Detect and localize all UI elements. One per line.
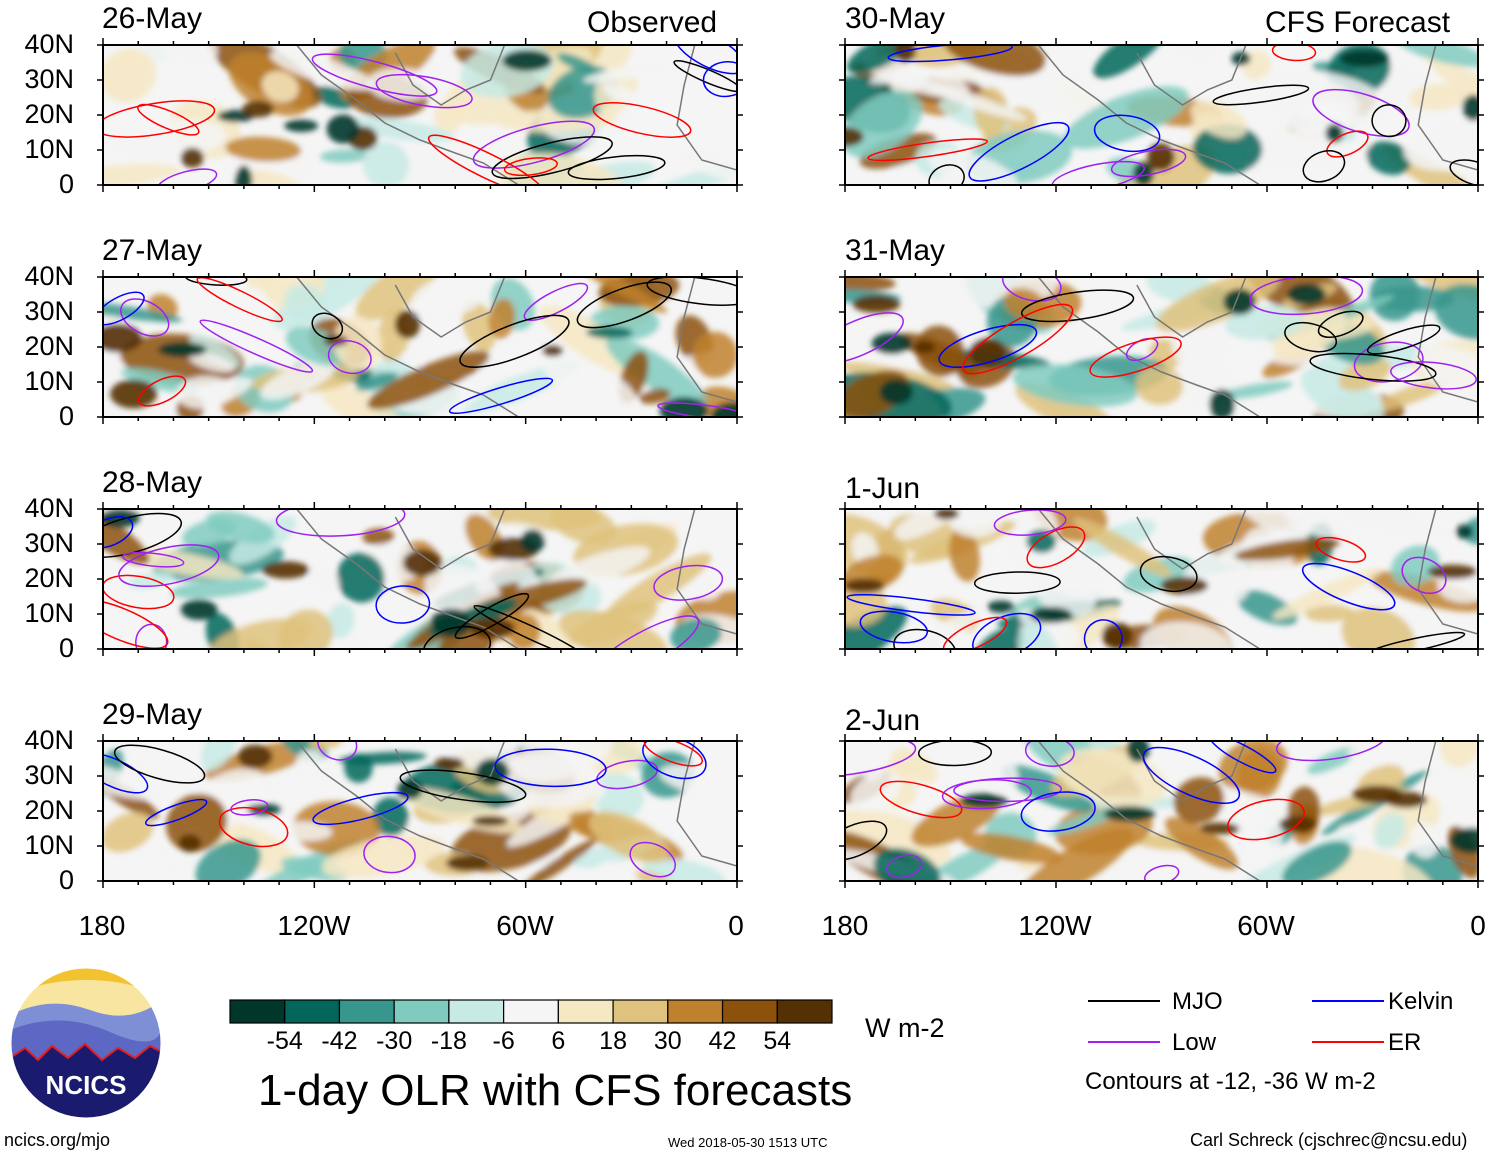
lat-label: 20N [24,331,74,361]
lat-label: 20N [24,563,74,593]
panel-date-31-may: 31-May [845,234,946,267]
map-panel-30-may [839,38,1484,192]
colorbar-swatch [393,999,450,1024]
lat-label: 10N [24,134,74,164]
colorbar-swatch [229,999,286,1024]
lat-label: 40N [24,29,74,59]
legend [1088,1000,1384,1043]
colorbar-swatch [284,999,341,1024]
colorbar-tick-label: -6 [492,1027,515,1055]
colorbar-tick-label: 42 [708,1027,737,1055]
lon-label-0-right: 0 [1470,910,1486,941]
lat-label: 0 [58,169,74,199]
colorbar-swatch [721,999,778,1024]
lat-label: 0 [58,401,74,431]
lon-label-120w-left: 120W [277,910,351,941]
map-panel-31-may [839,270,1484,424]
footer-url[interactable]: ncics.org/mjo [4,1130,111,1150]
lat-label: 20N [24,99,74,129]
lat-label: 0 [58,633,74,663]
legend-label-er: ER [1388,1029,1422,1056]
colorbar-tick-label: -18 [430,1027,467,1055]
lon-label-0-left: 0 [728,910,744,941]
colorbar-swatch [667,999,724,1024]
units-label: W m-2 [865,1013,945,1043]
lat-label: 40N [24,261,74,291]
lon-label-60w-right: 60W [1237,910,1295,941]
panel-date-26-may: 26-May [102,2,203,35]
map-panel-27-may [97,270,743,424]
header-observed: Observed [587,6,718,39]
legend-label-kelvin: Kelvin [1388,988,1454,1015]
lat-label: 20N [24,795,74,825]
colorbar-swatch [776,999,833,1024]
lat-label: 10N [24,830,74,860]
colorbar-swatch [612,999,669,1024]
panel-date-2-jun: 2-Jun [845,704,921,737]
panel-date-1-jun: 1-Jun [845,472,921,505]
colorbar [229,999,833,1024]
lat-label: 40N [24,725,74,755]
colorbar-tick-label: 18 [599,1027,627,1055]
lat-label: 0 [58,865,74,895]
colorbar-tick-label: -42 [321,1027,358,1055]
lon-label-180-left: 180 [78,910,126,941]
map-panel-29-may [97,734,743,888]
panel-date-27-may: 27-May [102,234,203,267]
panel-date-28-may: 28-May [102,466,203,499]
header-cfs-forecast: CFS Forecast [1265,6,1451,39]
lat-label: 30N [24,64,74,94]
lat-label: 30N [24,528,74,558]
lon-label-120w-right: 120W [1018,910,1092,941]
map-panel-2-jun [839,734,1484,888]
lat-label: 10N [24,598,74,628]
map-panel-26-may [97,38,743,192]
colorbar-tick-label: 30 [653,1027,682,1055]
lon-label-60w-left: 60W [496,910,554,941]
colorbar-swatch [503,999,559,1024]
panel-date-29-may: 29-May [102,698,203,731]
legend-label-low: Low [1172,1029,1217,1056]
panel-date-30-may: 30-May [845,2,946,35]
lon-label-180-right: 180 [821,910,869,941]
colorbar-tick-label: 6 [551,1027,566,1055]
map-panel-28-may [97,502,743,656]
figure-title: 1-day OLR with CFS forecasts [258,1066,853,1115]
colorbar-swatch [448,999,505,1024]
colorbar-tick-label: 54 [763,1027,792,1055]
colorbar-swatch [338,999,395,1024]
colorbar-tick-label: -30 [376,1027,413,1055]
footer-credit: Carl Schreck (cjschrec@ncsu.edu) [1190,1130,1468,1150]
lat-label: 10N [24,366,74,396]
lat-label: 40N [24,493,74,523]
contour-note: Contours at -12, -36 W m-2 [1085,1068,1376,1095]
ncics-logo: NCICS [10,967,162,1119]
lat-label: 30N [24,296,74,326]
colorbar-tick-label: -54 [266,1027,303,1055]
logo-text: NCICS [46,1070,127,1100]
footer-timestamp: Wed 2018-05-30 1513 UTC [668,1135,828,1150]
colorbar-swatch [557,999,614,1024]
map-panel-1-jun [839,502,1484,656]
legend-label-mjo: MJO [1172,988,1223,1015]
lat-label: 30N [24,760,74,790]
